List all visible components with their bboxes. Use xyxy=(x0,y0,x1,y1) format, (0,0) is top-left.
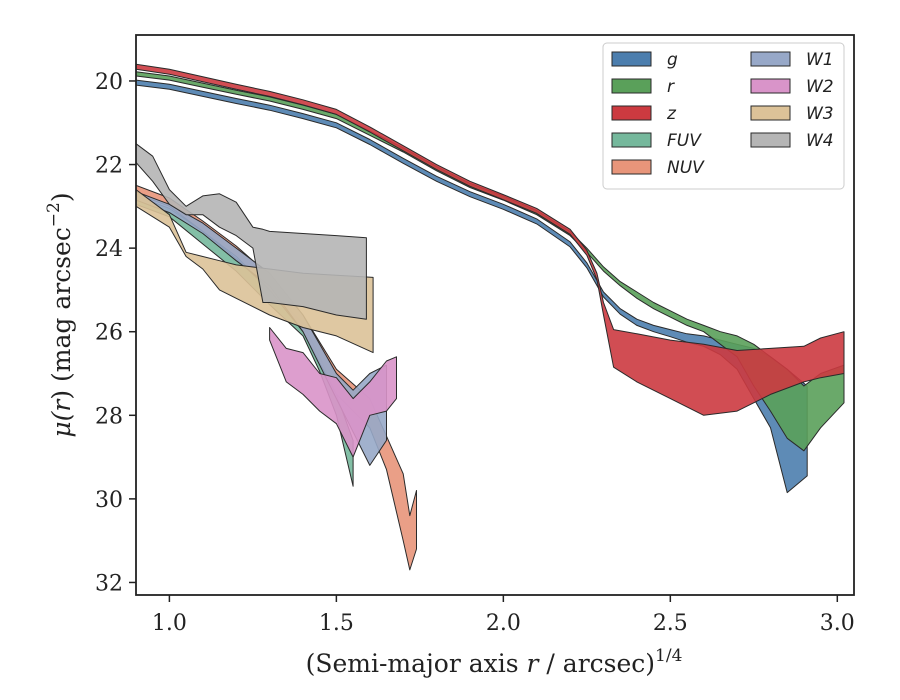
series-band-g xyxy=(136,79,808,494)
series-band-w4 xyxy=(136,143,367,320)
x-tick-label: 2.5 xyxy=(653,611,688,636)
series-band-w2 xyxy=(269,327,397,458)
legend-swatch-z xyxy=(611,105,652,121)
legend-label-w4: W4 xyxy=(806,131,834,151)
legend-label-nuv: NUV xyxy=(667,158,705,178)
series-band-w1 xyxy=(136,191,387,466)
x-tick-label: 3.0 xyxy=(820,611,855,636)
y-tick-label: 32 xyxy=(95,571,123,596)
legend-swatch-w2 xyxy=(750,78,791,94)
legend-label-w1: W1 xyxy=(806,50,834,70)
legend-swatch-g xyxy=(611,51,652,67)
y-axis-ticks: 20 22 24 26 28 30 32 xyxy=(95,70,136,596)
series-band-w3 xyxy=(136,189,374,354)
legend-swatch-w4 xyxy=(750,132,791,148)
legend-swatch-fuv xyxy=(611,132,652,148)
y-tick-label: 24 xyxy=(95,237,123,262)
legend-label-z: z xyxy=(666,104,677,124)
x-tick-label: 2.0 xyxy=(486,611,521,636)
y-tick-label: 26 xyxy=(95,321,123,346)
x-axis-ticks: 1.0 1.5 2.0 2.5 3.0 xyxy=(152,595,855,636)
y-tick-label: 28 xyxy=(95,404,123,429)
x-tick-label: 1.5 xyxy=(319,611,354,636)
legend-label-w3: W3 xyxy=(806,104,834,124)
legend-label-r: r xyxy=(667,77,675,97)
legend-label-g: g xyxy=(667,50,678,70)
legend-swatch-nuv xyxy=(611,159,652,175)
y-axis-label: μ(r) (mag arcsec−2) xyxy=(44,192,76,437)
legend-swatch-w3 xyxy=(750,105,791,121)
legend-swatch-r xyxy=(611,78,652,94)
x-axis-label: (Semi-major axis r / arcsec)1/4 xyxy=(306,646,683,678)
series-bands xyxy=(136,63,845,571)
legend-swatch-w1 xyxy=(750,51,791,67)
legend-label-fuv: FUV xyxy=(667,131,702,151)
y-tick-label: 22 xyxy=(95,154,123,179)
series-band-z xyxy=(136,63,845,416)
plot-frame xyxy=(135,34,855,596)
y-tick-label: 20 xyxy=(95,70,123,95)
y-tick-label: 30 xyxy=(95,488,123,513)
legend-label-w2: W2 xyxy=(806,77,834,97)
legend: grz FUV NUV W1 W2 W3 W4 xyxy=(602,42,845,190)
x-tick-label: 1.0 xyxy=(152,611,187,636)
